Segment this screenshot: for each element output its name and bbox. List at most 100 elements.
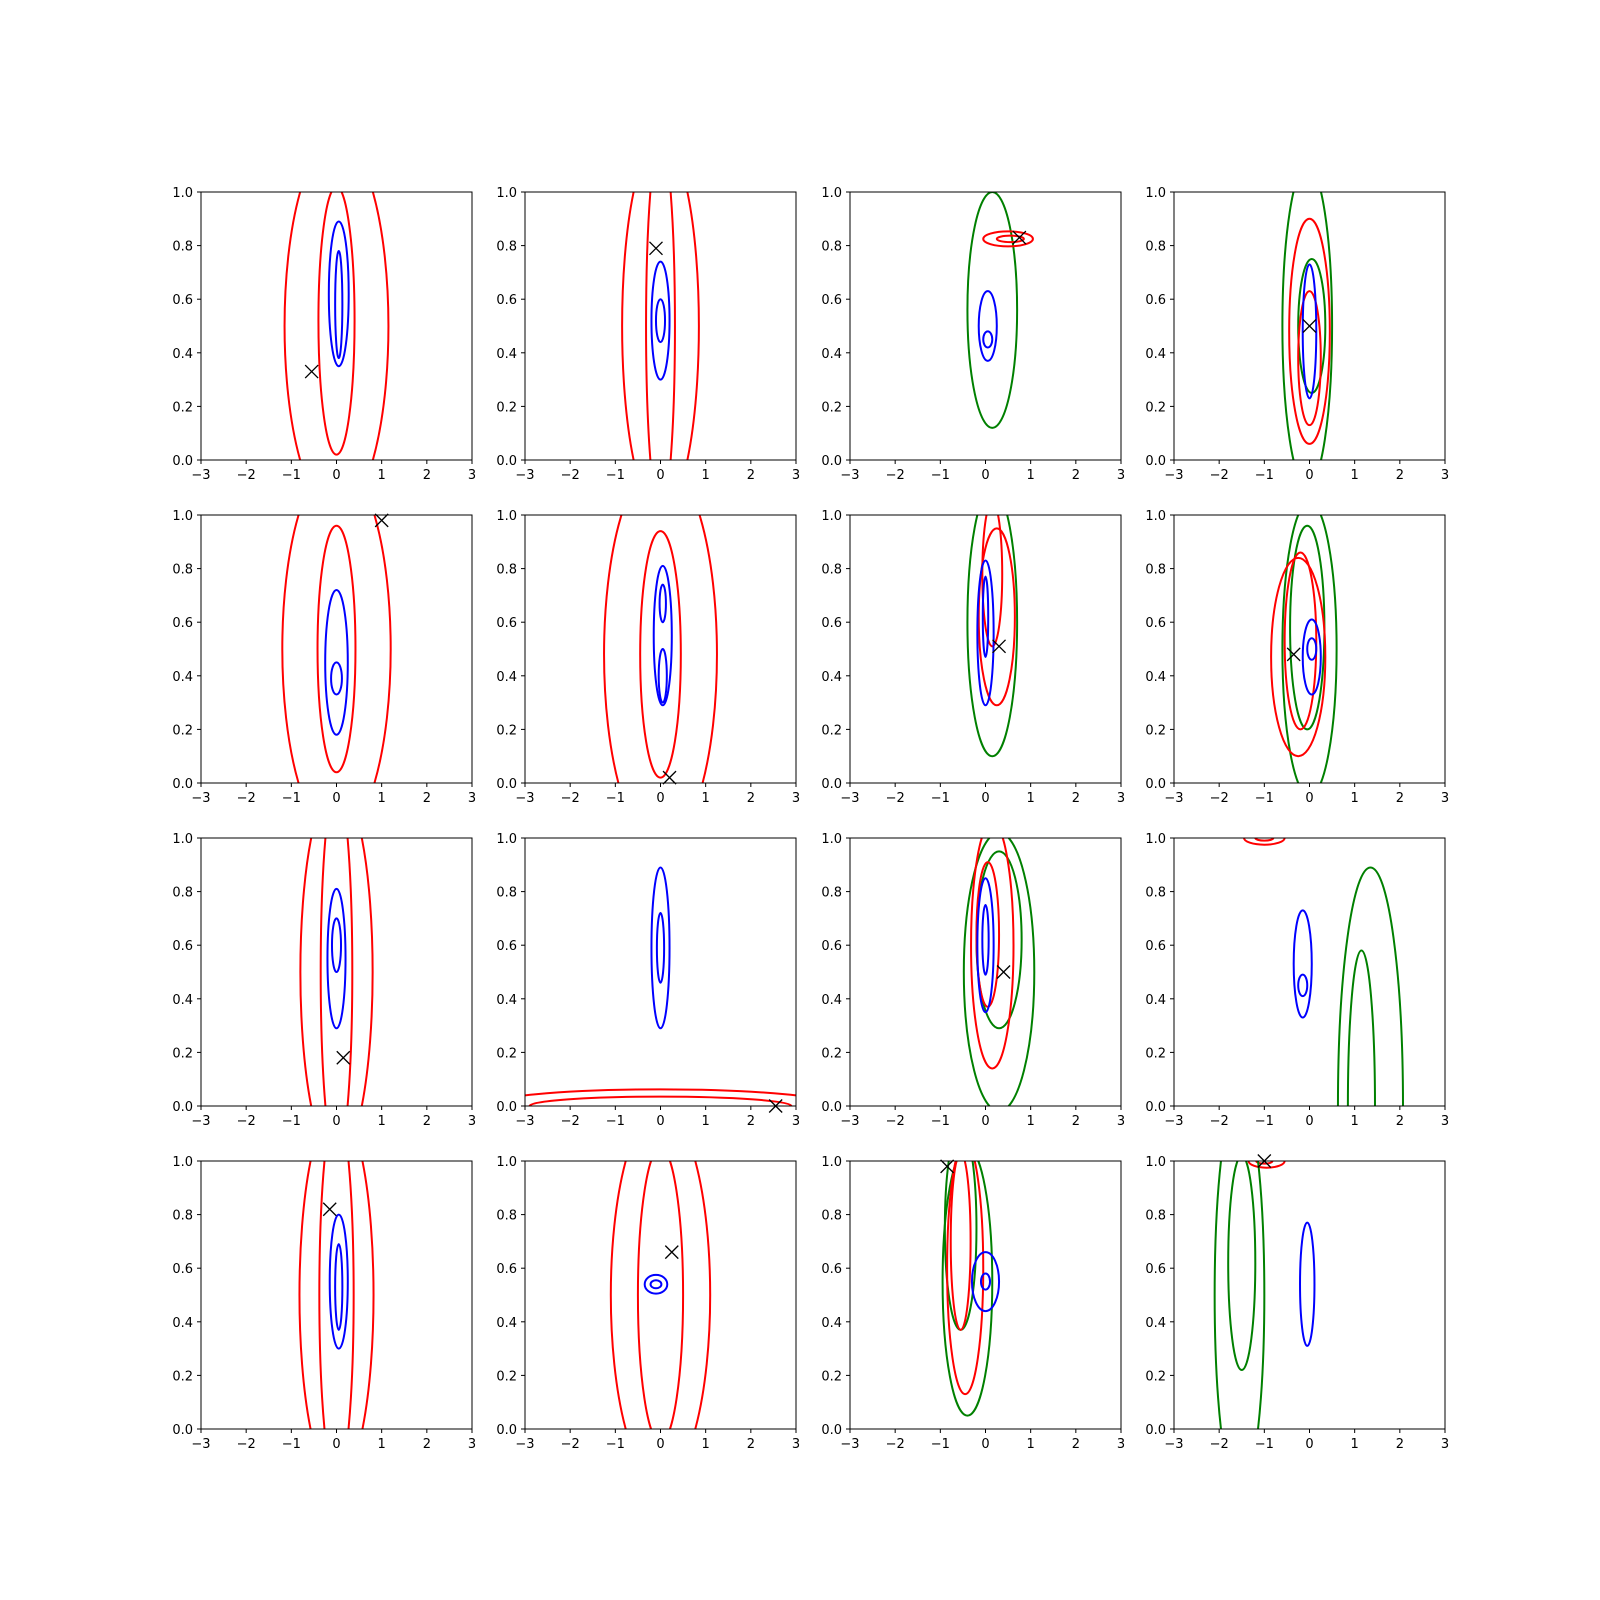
x-marker [322,1202,337,1217]
contour-group [281,515,392,783]
x-tick-label: 0 [656,1114,664,1129]
contour-red [621,192,700,460]
x-tick-label: −1 [282,1114,301,1129]
axes-frame [849,514,1122,784]
x-tick-label: −3 [515,468,534,483]
y-tick-label: 0.4 [496,670,517,685]
x-tick-label: 1 [378,1114,386,1129]
y-tick-label: 0.6 [172,293,193,308]
x-tick-label: 1 [1351,1114,1359,1129]
contour-red [645,192,676,460]
axes-frame [849,191,1122,461]
contour-green [1346,949,1376,1106]
y-tick-label: 0.4 [172,670,193,685]
y-tick-label: 0.6 [821,293,842,308]
subplot-r1c1: −3 −2 −1 0 1 2 3 0.0 0.2 0.4 0.6 0.8 1.0 [496,509,800,806]
x-tick-label: 2 [1396,1437,1404,1452]
y-tick-label: 0.8 [172,1209,193,1224]
y-tick-label: 0.0 [1145,1423,1166,1438]
contour-blue [981,904,990,976]
y-tick-label: 0.2 [496,1046,517,1061]
y-tick-label: 0.4 [1145,1316,1166,1331]
x-tick-label: −1 [1255,791,1274,806]
x-tick-label: −1 [931,468,950,483]
x-tick-label: 2 [1072,1437,1080,1452]
x-marker [662,770,677,785]
contour-red [639,530,682,779]
y-tick-label: 0.4 [1145,670,1166,685]
subplot-r2c1: −3 −2 −1 0 1 2 3 0.0 0.2 0.4 0.6 0.8 1.0 [496,832,800,1129]
x-tick-label: −1 [606,791,625,806]
y-tick-label: 0.0 [1145,1100,1166,1115]
y-tick-label: 0.6 [496,616,517,631]
x-tick-label: −1 [606,1114,625,1129]
y-tick-label: 0.8 [1145,1209,1166,1224]
contour-red [283,192,390,460]
x-tick-label: 2 [1072,791,1080,806]
contour-blue [981,575,990,659]
y-tick-label: 0.6 [821,939,842,954]
x-tick-label: 0 [656,468,664,483]
y-tick-label: 0.4 [1145,347,1166,362]
x-tick-label: 2 [1396,468,1404,483]
y-tick-label: 0.6 [1145,616,1166,631]
x-tick-label: −3 [191,1437,210,1452]
contour-group [1243,838,1404,1106]
x-tick-label: 1 [1351,791,1359,806]
x-marker [664,1245,679,1260]
y-tick-label: 0.0 [496,777,517,792]
x-tick-label: 3 [792,1437,800,1452]
x-tick-label: −3 [515,1114,534,1129]
y-tick-label: 0.2 [172,1369,193,1384]
contour-red [298,1161,375,1429]
x-tick-label: 1 [1027,468,1035,483]
x-tick-label: 0 [981,1114,989,1129]
y-tick-label: 0.6 [172,616,193,631]
axes-frame [524,191,797,461]
y-tick-label: 0.2 [496,400,517,415]
x-tick-label: −3 [840,1437,859,1452]
contour-group [603,515,718,783]
x-tick-label: −3 [1164,791,1183,806]
contour-red [981,515,1004,648]
contour-green [962,838,1036,1106]
x-marker [1286,647,1301,662]
contour-blue [1301,263,1318,400]
contour-group [941,1161,1001,1417]
contour-blue [655,912,666,984]
x-tick-label: 0 [332,1114,340,1129]
x-tick-label: −2 [237,1437,256,1452]
contour-blue [976,877,995,1014]
contour-red [946,1161,985,1396]
contour-blue [977,290,998,362]
x-tick-label: −3 [1164,468,1183,483]
subplot-r1c0: −3 −2 −1 0 1 2 3 0.0 0.2 0.4 0.6 0.8 1.0 [172,509,476,806]
x-tick-label: 0 [1305,468,1313,483]
subplot-r0c2: −3 −2 −1 0 1 2 3 0.0 0.2 0.4 0.6 0.8 1.0 [821,186,1125,483]
y-tick-label: 0.8 [172,240,193,255]
subplot-r0c1: −3 −2 −1 0 1 2 3 0.0 0.2 0.4 0.6 0.8 1.0 [496,186,800,483]
x-tick-label: −2 [237,1114,256,1129]
y-tick-label: 1.0 [1145,186,1166,201]
y-tick-label: 0.8 [172,886,193,901]
contour-group [609,1161,712,1429]
y-tick-label: 0.2 [172,400,193,415]
x-tick-label: 2 [1072,1114,1080,1129]
y-tick-label: 0.6 [496,293,517,308]
x-tick-label: 3 [468,1437,476,1452]
contour-red [318,1161,355,1429]
x-tick-label: 1 [378,468,386,483]
x-tick-label: 3 [468,791,476,806]
y-tick-label: 0.8 [496,563,517,578]
x-tick-label: 1 [378,791,386,806]
contour-green [966,515,1019,758]
subplot-r2c2: −3 −2 −1 0 1 2 3 0.0 0.2 0.4 0.6 0.8 1.0 [821,832,1125,1129]
y-tick-label: 0.2 [1145,723,1166,738]
x-tick-label: −1 [282,1437,301,1452]
axes-frame [200,514,473,784]
y-tick-label: 0.6 [821,1262,842,1277]
y-tick-label: 0.2 [172,1046,193,1061]
y-tick-label: 1.0 [821,186,842,201]
y-tick-label: 0.0 [1145,777,1166,792]
